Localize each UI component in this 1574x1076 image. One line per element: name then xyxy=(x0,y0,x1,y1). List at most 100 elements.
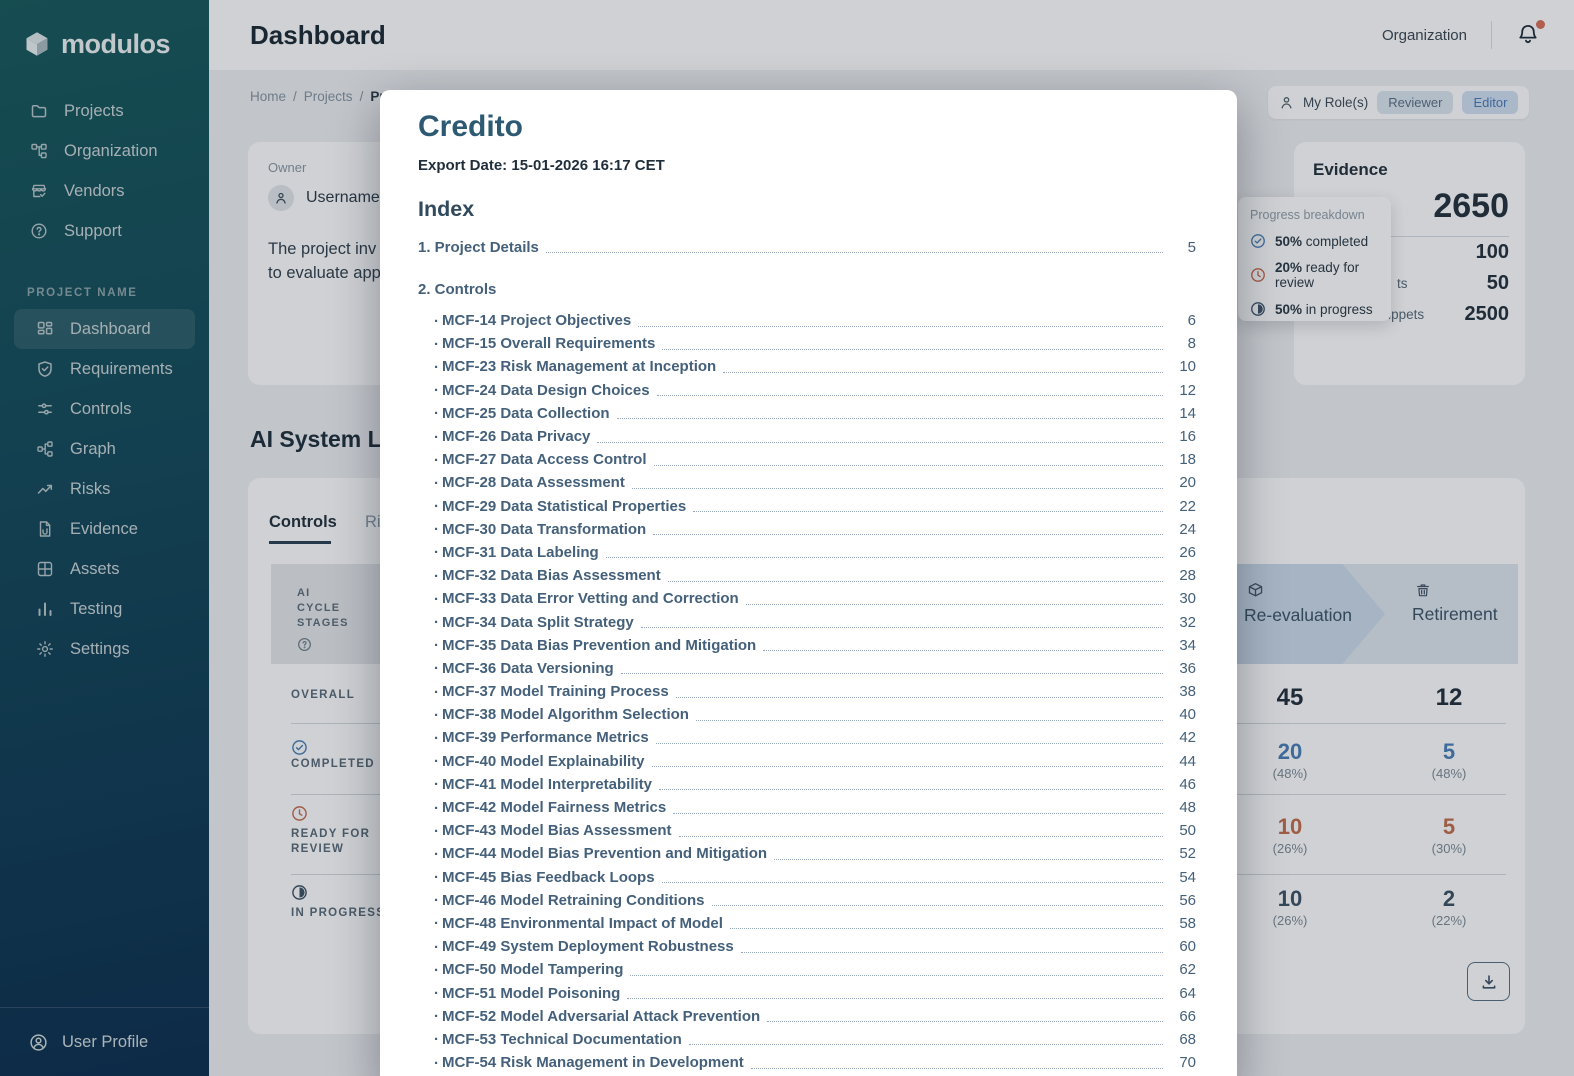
modal-title: Credito xyxy=(418,110,523,143)
sidebar-item-label: Risks xyxy=(70,479,111,498)
toc-bullet: · xyxy=(434,961,439,979)
toc-entry-page: 14 xyxy=(1179,404,1196,422)
sidebar-item-controls[interactable]: Controls xyxy=(14,389,195,429)
breadcrumb-projects[interactable]: Projects xyxy=(303,89,353,104)
header-line: CYCLE xyxy=(297,602,341,614)
toc-entry: · MCF-33 Data Error Vetting and Correcti… xyxy=(418,588,1196,611)
tooltip-pct: 50% xyxy=(1275,233,1303,249)
toc-entry-page: 62 xyxy=(1179,961,1196,979)
toc-bullet: · xyxy=(434,312,439,330)
toc-leader-dots xyxy=(640,627,1163,628)
divider xyxy=(291,874,380,875)
sidebar-footer: User Profile xyxy=(0,1007,209,1076)
sidebar-item-label: Requirements xyxy=(70,359,173,378)
toc-entry-label: MCF-33 Data Error Vetting and Correction xyxy=(442,590,739,608)
sidebar-item-vendors[interactable]: Vendors xyxy=(0,171,209,211)
review-retirement-cell: 5 (30%) xyxy=(1389,814,1509,856)
toc-leader-dots xyxy=(667,580,1163,582)
toc-leader-dots xyxy=(673,812,1163,814)
toc-leader-dots xyxy=(661,882,1163,884)
toc-entry-page: 30 xyxy=(1179,590,1196,608)
tooltip-pct: 50% xyxy=(1275,301,1303,317)
sidebar-item-evidence[interactable]: Evidence xyxy=(14,509,195,549)
sidebar-item-organization[interactable]: Organization xyxy=(0,131,209,171)
toc-entry-label: MCF-29 Data Statistical Properties xyxy=(442,497,687,515)
toc-entry-label: MCF-41 Model Interpretability xyxy=(442,775,653,793)
bar-chart-icon xyxy=(38,602,52,616)
toc-leader-dots xyxy=(616,418,1163,420)
toc-entry-label: MCF-15 Overall Requirements xyxy=(442,335,656,353)
sidebar-item-graph[interactable]: Graph xyxy=(14,429,195,469)
toc-bullet: · xyxy=(434,776,439,794)
toc-entry-label: MCF-39 Performance Metrics xyxy=(442,729,649,747)
progress-pct: (26%) xyxy=(1272,913,1308,928)
sidebar-item-testing[interactable]: Testing xyxy=(14,589,195,629)
toc-entry-page: 16 xyxy=(1179,428,1196,445)
completed-pct: (48%) xyxy=(1272,766,1308,781)
breadcrumb-home[interactable]: Home xyxy=(250,89,287,104)
toc-entry-label: MCF-27 Data Access Control xyxy=(442,451,647,469)
header-divider xyxy=(1491,21,1492,49)
toc-entry-page: 20 xyxy=(1179,474,1196,492)
toc-leader-dots xyxy=(774,858,1163,860)
progress-value: 10 xyxy=(1277,886,1303,911)
notifications-bell-button[interactable] xyxy=(1516,20,1545,48)
toc-bullet: · xyxy=(434,590,439,608)
toc-leader-dots xyxy=(745,603,1163,605)
toc-entry: · MCF-14 Project Objectives 6 xyxy=(418,309,1196,332)
toc-entry-page: 28 xyxy=(1179,567,1196,585)
toc-entry: · MCF-37 Model Training Process 38 xyxy=(418,680,1196,703)
download-button[interactable] xyxy=(1467,962,1510,1001)
toc-entry-label: MCF-36 Data Versioning xyxy=(442,659,614,677)
toc-entry-label: MCF-51 Model Poisoning xyxy=(442,984,621,1002)
clock-icon xyxy=(291,805,308,822)
help-icon[interactable] xyxy=(297,637,312,652)
toc-bullet: · xyxy=(434,567,439,585)
sidebar-item-settings[interactable]: Settings xyxy=(14,629,195,669)
sidebar-item-risks[interactable]: Risks xyxy=(14,469,195,509)
organization-link[interactable]: Organization xyxy=(1381,26,1467,44)
toc-bullet: · xyxy=(434,474,439,492)
org-nav: Projects Organization Vendors Support xyxy=(0,91,209,251)
toc-entry-label: MCF-50 Model Tampering xyxy=(442,961,624,979)
toc-entry-page: 58 xyxy=(1179,914,1196,932)
toc-entry: · MCF-29 Data Statistical Properties 22 xyxy=(418,495,1196,518)
dashboard-icon xyxy=(37,321,53,335)
tab-risks[interactable]: Ri xyxy=(365,513,381,531)
toc-entry: · MCF-46 Model Retraining Conditions 56 xyxy=(418,889,1196,912)
export-date: Export Date: 15-01-2026 16:17 CET xyxy=(418,157,665,174)
toc-entry-page: 26 xyxy=(1179,543,1196,561)
tab-controls[interactable]: Controls xyxy=(269,513,337,531)
sidebar-item-requirements[interactable]: Requirements xyxy=(14,349,195,389)
page-title: Dashboard xyxy=(250,19,386,50)
toc-bullet: · xyxy=(434,683,439,701)
toc-entry-label: MCF-26 Data Privacy xyxy=(442,428,591,445)
toc-entry-page: 18 xyxy=(1179,451,1196,469)
notification-dot xyxy=(1536,20,1545,29)
toc-entry-page: 68 xyxy=(1179,1030,1196,1048)
toc-entry-label: MCF-45 Bias Feedback Loops xyxy=(442,868,655,886)
toc-bullet: · xyxy=(434,845,439,863)
toc-bullet: · xyxy=(434,405,439,423)
divider xyxy=(1230,794,1506,795)
toc-entry: · MCF-44 Model Bias Prevention and Mitig… xyxy=(418,843,1196,866)
spacer xyxy=(418,259,1196,278)
sidebar-item-assets[interactable]: Assets xyxy=(14,549,195,589)
toc-entry-page: 40 xyxy=(1179,706,1196,724)
modulos-logo[interactable]: modulos xyxy=(0,0,209,69)
spacer xyxy=(418,301,1196,309)
sidebar-item-dashboard[interactable]: Dashboard xyxy=(14,309,195,349)
sidebar-item-projects[interactable]: Projects xyxy=(0,91,209,131)
toc-bullet: · xyxy=(434,1031,439,1049)
owner-username: Username xyxy=(306,189,380,206)
half-circle-progress-icon xyxy=(1250,301,1266,317)
toc-entry-label: MCF-28 Data Assessment xyxy=(442,474,625,492)
toc-entry-page: 22 xyxy=(1179,497,1196,515)
sidebar-item-user-profile[interactable]: User Profile xyxy=(0,1008,209,1076)
toc-entry: · MCF-36 Data Versioning 36 xyxy=(418,657,1196,680)
sidebar-item-support[interactable]: Support xyxy=(0,211,209,251)
overall-re-evaluation-value: 45 xyxy=(1276,684,1304,711)
toc-entry-page: 48 xyxy=(1179,799,1196,816)
download-icon xyxy=(1482,974,1495,989)
sidebar-divider xyxy=(0,1007,209,1008)
